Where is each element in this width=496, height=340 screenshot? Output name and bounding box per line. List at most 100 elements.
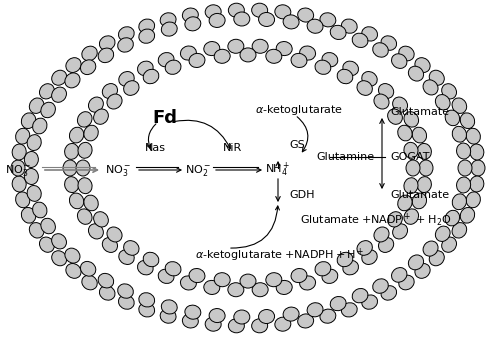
Ellipse shape [398,125,412,141]
Ellipse shape [204,280,220,294]
Ellipse shape [408,66,424,81]
Ellipse shape [181,276,196,290]
Ellipse shape [412,193,427,209]
Ellipse shape [275,317,291,331]
Ellipse shape [352,33,368,48]
Ellipse shape [52,70,67,85]
Ellipse shape [165,262,181,276]
Ellipse shape [378,84,394,99]
Ellipse shape [12,144,26,160]
Ellipse shape [419,160,433,176]
Ellipse shape [99,36,115,50]
Ellipse shape [160,309,176,323]
Ellipse shape [228,39,244,53]
Ellipse shape [240,274,256,288]
Ellipse shape [408,255,424,270]
Ellipse shape [69,127,84,143]
Ellipse shape [283,15,299,29]
Ellipse shape [228,3,245,17]
Ellipse shape [84,125,98,141]
Ellipse shape [40,237,54,252]
Ellipse shape [435,226,450,241]
Ellipse shape [21,113,36,129]
Ellipse shape [234,310,250,324]
Ellipse shape [399,275,414,290]
Ellipse shape [158,269,174,284]
Ellipse shape [362,295,377,309]
Ellipse shape [388,212,402,227]
Ellipse shape [80,261,96,276]
Ellipse shape [158,53,174,67]
Ellipse shape [161,22,177,36]
Ellipse shape [189,53,205,68]
Ellipse shape [291,53,307,68]
Ellipse shape [357,241,372,255]
Ellipse shape [391,268,407,282]
Ellipse shape [466,128,481,144]
Ellipse shape [33,202,47,218]
Ellipse shape [107,227,122,242]
Ellipse shape [183,314,198,328]
Ellipse shape [209,308,225,323]
Ellipse shape [165,60,181,74]
Ellipse shape [362,71,377,86]
Ellipse shape [240,48,256,62]
Text: Nas: Nas [144,143,166,153]
Ellipse shape [251,319,268,333]
Ellipse shape [381,36,397,50]
Ellipse shape [252,283,268,297]
Ellipse shape [27,186,41,201]
Ellipse shape [417,177,432,192]
Ellipse shape [466,192,481,208]
Ellipse shape [252,39,268,53]
Ellipse shape [65,248,80,263]
Ellipse shape [118,284,133,298]
Ellipse shape [322,269,338,284]
Ellipse shape [78,142,92,158]
Ellipse shape [119,27,134,41]
Ellipse shape [456,143,471,159]
Ellipse shape [404,178,418,194]
Ellipse shape [341,19,357,33]
Ellipse shape [77,112,92,127]
Text: NO$_3^-$: NO$_3^-$ [105,163,131,177]
Ellipse shape [404,142,418,158]
Ellipse shape [471,160,485,176]
Ellipse shape [415,264,430,278]
Ellipse shape [27,135,41,151]
Ellipse shape [183,8,198,22]
Ellipse shape [118,38,133,52]
Ellipse shape [102,238,118,252]
Ellipse shape [124,241,139,255]
Ellipse shape [343,61,359,75]
Ellipse shape [185,17,201,31]
Ellipse shape [452,126,466,142]
Ellipse shape [137,61,153,75]
Ellipse shape [143,69,159,84]
Ellipse shape [307,19,323,33]
Ellipse shape [320,13,336,27]
Ellipse shape [445,110,460,126]
Ellipse shape [307,303,323,317]
Ellipse shape [372,279,388,293]
Ellipse shape [337,252,353,267]
Ellipse shape [456,177,471,193]
Ellipse shape [78,178,92,194]
Ellipse shape [352,289,368,303]
Ellipse shape [452,223,467,238]
Ellipse shape [63,160,77,176]
Text: GOGAT: GOGAT [390,152,430,162]
Ellipse shape [107,94,122,109]
Ellipse shape [15,192,30,208]
Ellipse shape [88,224,103,239]
Ellipse shape [291,269,307,283]
Ellipse shape [298,8,313,22]
Ellipse shape [298,314,313,328]
Ellipse shape [322,53,338,67]
Ellipse shape [15,128,30,144]
Ellipse shape [470,144,484,160]
Ellipse shape [94,109,108,124]
Ellipse shape [77,209,92,224]
Ellipse shape [99,286,115,300]
Ellipse shape [276,280,292,294]
